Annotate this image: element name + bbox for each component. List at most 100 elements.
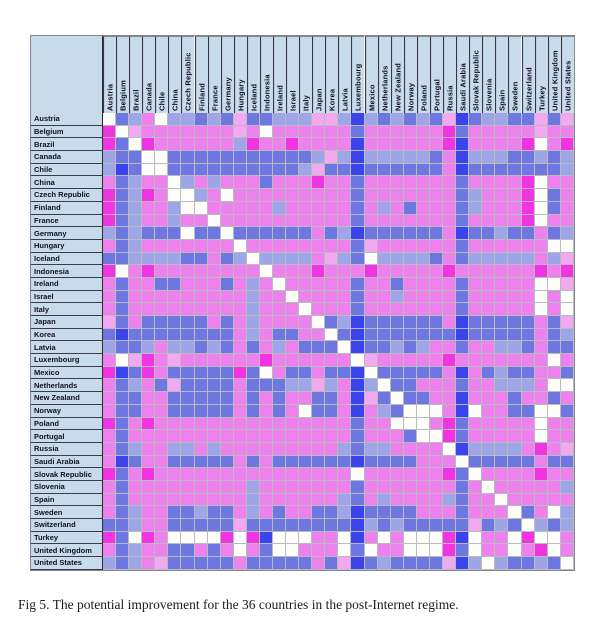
heatmap-cell — [286, 265, 300, 278]
heatmap-cell — [155, 493, 169, 507]
heatmap-cell — [482, 531, 496, 545]
heatmap-cell — [416, 290, 430, 304]
heatmap-cell — [181, 544, 195, 558]
heatmap-cell — [416, 125, 430, 139]
heatmap-cell — [429, 290, 444, 304]
heatmap-cell — [443, 189, 457, 202]
heatmap-cell — [456, 163, 470, 177]
heatmap-cell — [129, 430, 143, 443]
heatmap-cell — [299, 176, 313, 190]
heatmap-cell — [443, 138, 457, 152]
heatmap-cell — [299, 151, 313, 164]
heatmap-cell — [416, 379, 430, 393]
heatmap-cell — [469, 531, 483, 545]
heatmap-cell — [246, 239, 260, 253]
heatmap-cell — [207, 430, 221, 443]
heatmap-cell — [181, 506, 195, 519]
heatmap-cell — [325, 404, 339, 418]
heatmap-cell — [508, 277, 522, 291]
heatmap-cell — [547, 277, 561, 291]
heatmap-cell — [338, 316, 352, 329]
heatmap-cell — [259, 379, 274, 393]
heatmap-cell — [521, 303, 535, 316]
heatmap-cell — [233, 113, 247, 126]
heatmap-cell — [338, 138, 352, 152]
heatmap-cell — [560, 430, 574, 443]
heatmap-cell — [456, 138, 470, 152]
heatmap-cell — [508, 417, 522, 431]
heatmap-cell — [207, 468, 221, 481]
heatmap-cell — [508, 328, 522, 342]
heatmap-cell — [429, 430, 444, 443]
heatmap-cell — [259, 189, 274, 202]
heatmap-cell — [129, 354, 143, 367]
heatmap-cell — [116, 227, 130, 240]
heatmap-cell — [429, 493, 444, 507]
heatmap-cell — [299, 379, 313, 393]
heatmap-cell — [403, 176, 417, 190]
heatmap-cell — [220, 354, 234, 367]
heatmap-cell — [168, 404, 182, 418]
heatmap-cell — [351, 379, 365, 393]
heatmap-cell — [286, 366, 300, 380]
heatmap-cell — [155, 138, 169, 152]
heatmap-cell — [469, 189, 483, 202]
heatmap-cell — [259, 480, 274, 494]
heatmap-cell — [429, 201, 444, 215]
heatmap-cell — [443, 163, 457, 177]
heatmap-cell — [246, 354, 260, 367]
heatmap-cell — [429, 417, 444, 431]
heatmap-cell — [194, 125, 208, 139]
heatmap-cell — [338, 252, 352, 266]
heatmap-cell — [168, 392, 182, 405]
heatmap-cell — [286, 493, 300, 507]
heatmap-cell — [547, 455, 561, 469]
heatmap-cell — [416, 366, 430, 380]
heatmap-cell — [181, 176, 195, 190]
row-label: Italy — [31, 303, 103, 316]
heatmap-cell — [416, 354, 430, 367]
country-heatmap: Austria Belgium Brazil Canada Chile China Czec… — [30, 35, 575, 571]
heatmap-cell — [534, 557, 548, 570]
heatmap-cell — [233, 531, 247, 545]
heatmap-cell — [377, 252, 391, 266]
heatmap-cell — [325, 176, 339, 190]
heatmap-cell — [377, 392, 391, 405]
heatmap-cell — [207, 417, 221, 431]
heatmap-cell — [390, 113, 404, 126]
heatmap-cell — [560, 163, 574, 177]
heatmap-cell — [299, 214, 313, 228]
heatmap-cell — [312, 303, 326, 316]
heatmap-cell — [155, 557, 169, 570]
heatmap-cell — [286, 316, 300, 329]
heatmap-cell — [429, 189, 444, 202]
heatmap-cell — [338, 239, 352, 253]
heatmap-cell — [508, 252, 522, 266]
heatmap-cell — [469, 290, 483, 304]
heatmap-cell — [168, 252, 182, 266]
heatmap-cell — [181, 531, 195, 545]
heatmap-cell — [299, 277, 313, 291]
heatmap-cell — [443, 303, 457, 316]
heatmap-cell — [469, 328, 483, 342]
heatmap-cell — [312, 252, 326, 266]
heatmap-cell — [181, 392, 195, 405]
heatmap-cell — [233, 417, 247, 431]
row-label: Sweden — [31, 506, 103, 519]
heatmap-cell — [456, 404, 470, 418]
heatmap-cell — [325, 201, 339, 215]
heatmap-cell — [194, 163, 208, 177]
heatmap-cell — [560, 557, 574, 570]
heatmap-cell — [534, 506, 548, 519]
heatmap-cell — [560, 480, 574, 494]
row-label: Korea — [31, 328, 103, 342]
heatmap-cell — [377, 468, 391, 481]
heatmap-cell — [220, 265, 234, 278]
heatmap-cell — [194, 493, 208, 507]
heatmap-cell — [207, 265, 221, 278]
heatmap-cell — [377, 506, 391, 519]
heatmap-cell — [429, 138, 444, 152]
heatmap-cell — [129, 506, 143, 519]
heatmap-cell — [351, 366, 365, 380]
heatmap-cell — [273, 328, 287, 342]
